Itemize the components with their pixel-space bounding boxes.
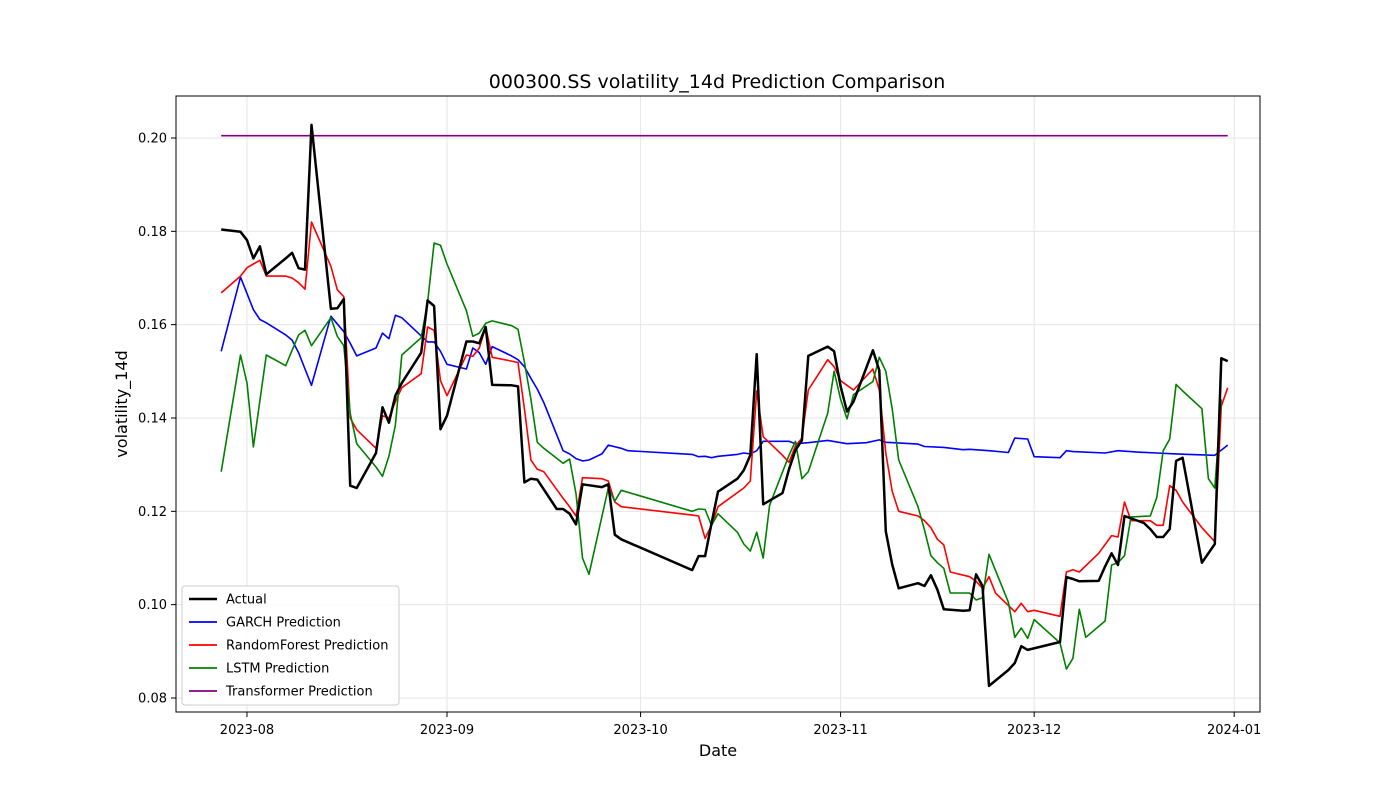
x-tick-label: 2023-09 [420, 723, 474, 738]
legend-box [181, 585, 400, 706]
y-tick-label: 0.12 [138, 505, 167, 520]
y-axis-ticks: 0.08 0.10 0.12 0.14 0.16 0.18 0.20 [138, 132, 176, 707]
y-tick-label: 0.14 [138, 412, 167, 427]
x-tick-label: 2023-08 [220, 723, 274, 738]
plot-lines [220, 123, 1229, 688]
x-tick-label: 2023-12 [1007, 723, 1061, 738]
x-tick-label: 2023-11 [813, 723, 867, 738]
y-axis-label: volatility_14d [112, 350, 132, 457]
y-tick-label: 0.10 [138, 598, 167, 613]
x-tick-label: 2024-01 [1207, 723, 1261, 738]
chart-title: 000300.SS volatility_14d Prediction Comp… [489, 71, 945, 93]
y-tick-label: 0.08 [138, 692, 167, 707]
legend-label-randomforest-prediction: RandomForest Prediction [226, 639, 388, 654]
x-axis-ticks: 2023-08 2023-09 2023-10 2023-11 2023-12 2024-… [220, 712, 1261, 738]
y-tick-label: 0.18 [138, 225, 167, 240]
x-tick-label: 2023-10 [613, 723, 667, 738]
y-tick-label: 0.16 [138, 318, 167, 333]
legend: Actual GARCH Prediction RandomForest Predi… [181, 585, 400, 706]
x-axis-label: Date [699, 741, 737, 760]
plot-frame [175, 95, 1261, 713]
legend-label-lstm-prediction: LSTM Prediction [226, 662, 329, 677]
series-line-garch-prediction [220, 276, 1229, 462]
legend-label-actual: Actual [226, 593, 267, 608]
series-line-lstm-prediction [220, 242, 1223, 670]
series-line-randomforest-prediction [220, 221, 1229, 618]
legend-label-transformer-prediction: Transformer Prediction [225, 685, 373, 700]
y-tick-label: 0.20 [138, 132, 167, 147]
legend-label-garch-prediction: GARCH Prediction [226, 616, 341, 631]
grid [176, 96, 1260, 712]
series-line-actual [221, 123, 1229, 688]
